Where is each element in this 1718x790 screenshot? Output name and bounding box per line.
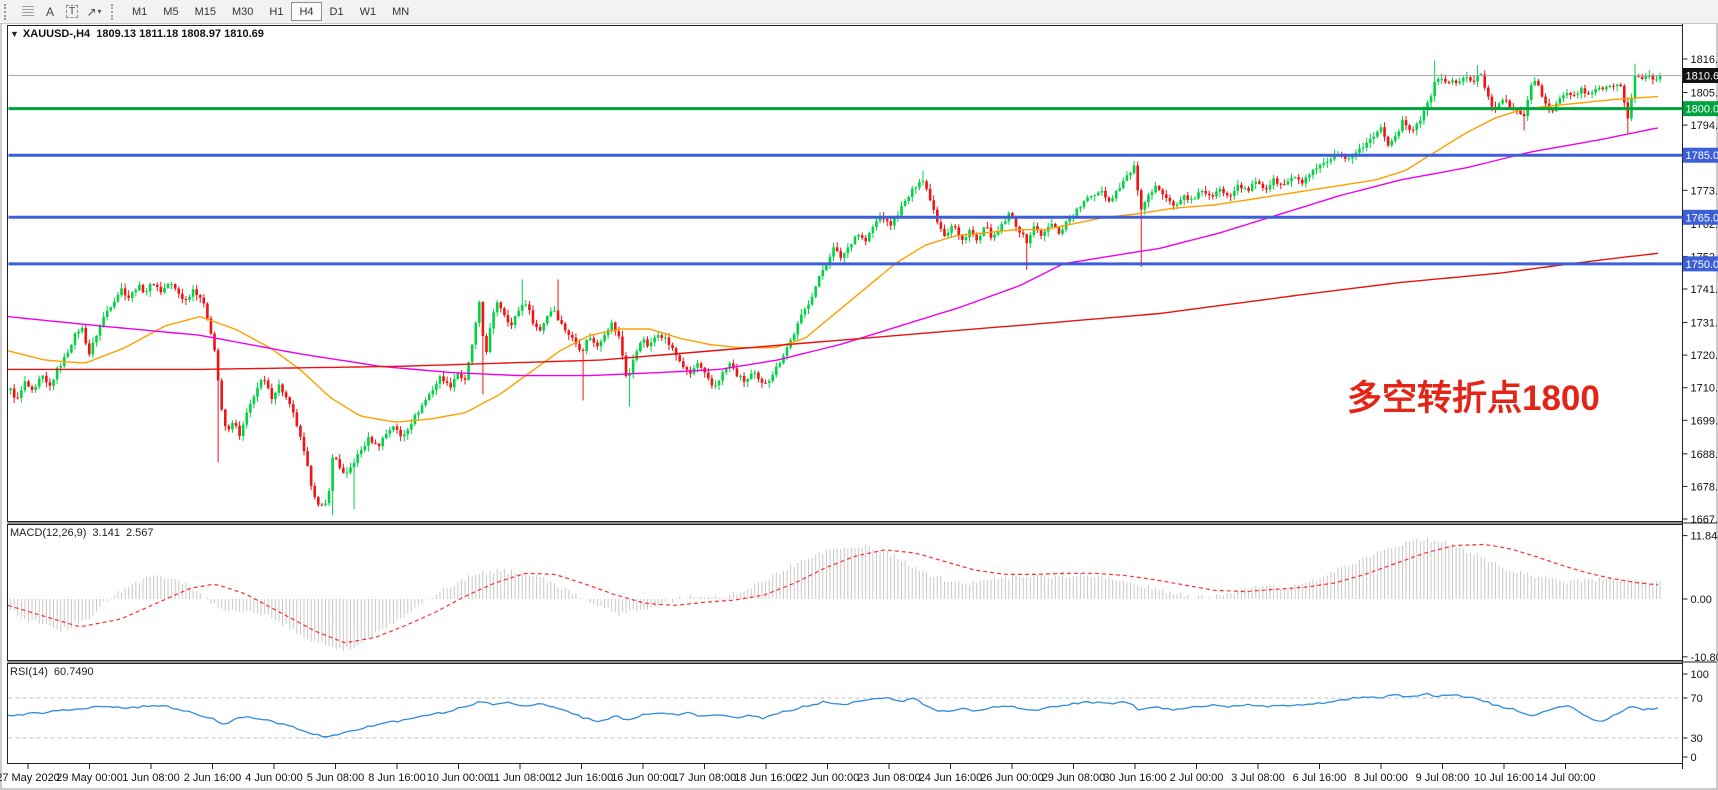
time-axis-label: 1 Jun 08:00 [122, 772, 180, 784]
toolbar: A T ↗ ▾ M1 M5 M15 M30 H1 H4 D1 W1 MN [0, 0, 1718, 24]
rsi-indicator-label: RSI(14) 60.7490 [10, 666, 100, 678]
toolbar-grip-2[interactable] [111, 3, 118, 20]
arrow-objects-icon[interactable]: ↗ ▾ [83, 2, 105, 21]
macd-pane[interactable] [7, 524, 1683, 661]
time-axis-label: 14 Jul 00:00 [1536, 772, 1596, 784]
time-axis-label: 30 Jun 16:00 [1103, 772, 1167, 784]
time-axis-label: 10 Jun 00:00 [427, 772, 491, 784]
hline-1765-tag-label: 1765.0 [1686, 212, 1718, 224]
hline-1785-tag-label: 1785.0 [1686, 150, 1718, 162]
timeframe-m5-button[interactable]: M5 [155, 2, 186, 21]
timeframe-w1-button[interactable]: W1 [352, 2, 385, 21]
rsi-name: RSI(14) [10, 666, 48, 678]
time-axis-label: 2 Jul 00:00 [1170, 772, 1224, 784]
timeframe-m30-button[interactable]: M30 [224, 2, 261, 21]
hline-1750-tag [1683, 256, 1718, 272]
time-axis-label: 10 Jul 16:00 [1474, 772, 1534, 784]
chart-text-annotation[interactable]: 多空转折点1800 [1347, 379, 1600, 418]
time-axis-label: 17 Jun 08:00 [673, 772, 737, 784]
ma-fast-orange [8, 95, 1659, 423]
time-axis-label: 16 Jun 00:00 [611, 772, 675, 784]
price-tick-label: 1731.1 [1691, 318, 1718, 330]
time-axis-label: 11 Jun 08:00 [489, 772, 552, 784]
hline-1785-tag [1683, 147, 1718, 163]
macd-name: MACD(12,26,9) [10, 527, 87, 539]
symbol-titlebar[interactable]: ▼ XAUUSD-,H4 1809.13 1811.18 1808.97 1810… [10, 28, 264, 40]
ma-mid-magenta [8, 127, 1659, 377]
rsi-value: 60.7490 [53, 666, 94, 678]
timeframe-m1-button[interactable]: M1 [124, 2, 155, 21]
candles-layer [8, 60, 1662, 516]
time-axis-label: 2 Jun 16:00 [184, 772, 242, 784]
arrow-objects-caret-icon[interactable]: ▾ [97, 7, 102, 16]
symbol-dropdown-icon[interactable]: ▼ [10, 29, 19, 39]
timeframe-m15-button[interactable]: M15 [187, 2, 224, 21]
current-price-line-tag [1683, 67, 1718, 83]
text-box-icon[interactable]: T [61, 2, 83, 21]
rsi-scale-label: 100 [1691, 669, 1709, 681]
price-tick-label: 1699.6 [1691, 415, 1718, 427]
price-tick-label: 1741.9 [1691, 284, 1718, 296]
time-axis-label: 26 Jun 00:00 [980, 772, 1044, 784]
timeframe-h4-button[interactable]: H4 [291, 2, 322, 21]
time-axis-label: 12 Jun 16:00 [550, 772, 614, 784]
macd-scale-label: 0.00 [1691, 594, 1712, 606]
grid-properties-icon[interactable] [17, 2, 39, 21]
price-tick-label: 1667.8 [1691, 514, 1718, 526]
timeframes-group: M1 M5 M15 M30 H1 H4 D1 W1 MN [124, 2, 417, 21]
hline-1765-tag [1683, 209, 1718, 225]
price-tick-label: 1678.3 [1691, 481, 1718, 493]
time-axis-label: 29 May 00:00 [56, 772, 123, 784]
time-axis-label: 8 Jul 00:00 [1354, 772, 1408, 784]
macd-signal-value: 2.567 [125, 527, 154, 539]
time-axis-label: 8 Jun 16:00 [368, 772, 426, 784]
price-tick-label: 1688.8 [1691, 449, 1718, 461]
price-tick-label: 1773.7 [1691, 185, 1718, 197]
rsi-scale-label: 0 [1691, 752, 1697, 764]
ma-slow-red [8, 252, 1659, 371]
time-axis-label: 22 Jun 00:00 [796, 772, 860, 784]
hline-1800-tag [1683, 101, 1718, 117]
time-axis-label: 3 Jul 08:00 [1231, 772, 1285, 784]
timeframe-mn-button[interactable]: MN [384, 2, 417, 21]
text-label-icon[interactable]: A [39, 2, 61, 21]
price-tick-label: 1816.0 [1691, 54, 1718, 66]
drawing-tools-group: A T ↗ ▾ [17, 2, 105, 21]
hline-1750-tag-label: 1750.0 [1686, 259, 1718, 271]
time-axis-label: 24 Jun 16:00 [919, 772, 983, 784]
time-axis-label: 29 Jun 08:00 [1042, 772, 1106, 784]
price-tick-label: 1710.1 [1691, 383, 1718, 395]
time-axis-label: 4 Jun 00:00 [245, 772, 303, 784]
time-axis-label: 27 May 2020 [0, 772, 60, 784]
timeframe-d1-button[interactable]: D1 [322, 2, 352, 21]
rsi-pane[interactable] [7, 663, 1683, 764]
hline-1800-tag-label: 1800.0 [1686, 104, 1718, 116]
price-tick-label: 1720.6 [1691, 350, 1718, 362]
time-axis-label: 6 Jul 16:00 [1293, 772, 1347, 784]
price-tick-label: 1794.7 [1691, 120, 1718, 132]
macd-main-value: 3.141 [92, 527, 120, 539]
symbol-period-label: XAUUSD-,H4 [22, 28, 91, 40]
price-tick-label: 1805.2 [1691, 88, 1718, 100]
macd-scale-label: 11.848 [1691, 531, 1718, 543]
time-axis-label: 9 Jul 08:00 [1416, 772, 1470, 784]
rsi-line [7, 692, 1659, 738]
time-axis-label: 18 Jun 16:00 [734, 772, 798, 784]
current-price-line-tag-label: 1810.6 [1686, 70, 1718, 82]
ohlc-values: 1809.13 1811.18 1808.97 1810.69 [96, 28, 264, 40]
rsi-scale-label: 70 [1691, 693, 1703, 705]
timeframe-h1-button[interactable]: H1 [261, 2, 291, 21]
toolbar-grip[interactable] [4, 3, 11, 20]
macd-indicator-label: MACD(12,26,9) 3.141 2.567 [10, 527, 159, 539]
time-axis-label: 5 Jun 08:00 [307, 772, 365, 784]
rsi-scale-label: 30 [1691, 733, 1703, 745]
time-axis-label: 23 Jun 08:00 [857, 772, 921, 784]
macd-scale-label: -10.808 [1691, 652, 1718, 664]
